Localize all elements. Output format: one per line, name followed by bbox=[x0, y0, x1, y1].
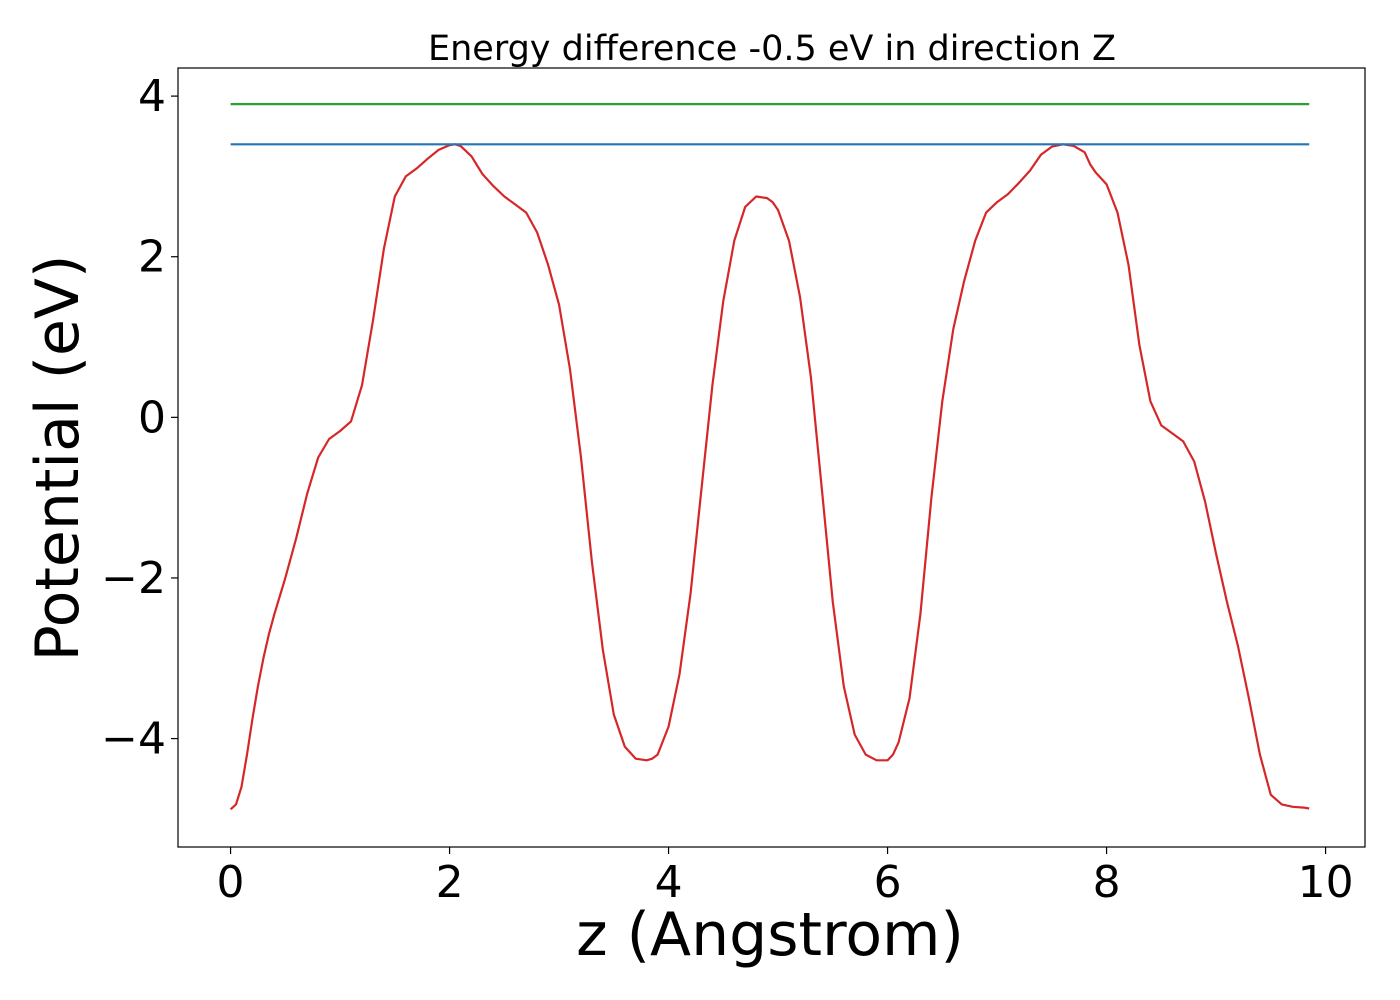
x-tick-label: 10 bbox=[1298, 857, 1354, 908]
x-tick-label: 4 bbox=[655, 857, 683, 908]
x-axis-label: z (Angstrom) bbox=[576, 900, 964, 970]
y-axis-label: Potential (eV) bbox=[23, 255, 93, 662]
y-tick-label: 4 bbox=[138, 71, 166, 122]
y-tick-label: −4 bbox=[101, 714, 166, 765]
y-tick-label: 0 bbox=[138, 392, 166, 443]
y-tick-label: 2 bbox=[138, 232, 166, 283]
y-tick-label: −2 bbox=[101, 553, 166, 604]
series-layer bbox=[229, 102, 1310, 811]
plot-frame bbox=[177, 67, 1366, 848]
x-axis-ticks: 0 2 4 6 8 10 bbox=[217, 847, 1354, 908]
chart-title: Energy difference -0.5 eV in direction Z bbox=[428, 29, 1116, 69]
x-tick-label: 6 bbox=[874, 857, 902, 908]
x-tick-label: 0 bbox=[217, 857, 245, 908]
series-line-1 bbox=[229, 143, 1310, 811]
y-axis-ticks: −4 −2 0 2 4 bbox=[101, 71, 178, 765]
x-tick-label: 2 bbox=[436, 857, 464, 908]
x-tick-label: 8 bbox=[1093, 857, 1121, 908]
